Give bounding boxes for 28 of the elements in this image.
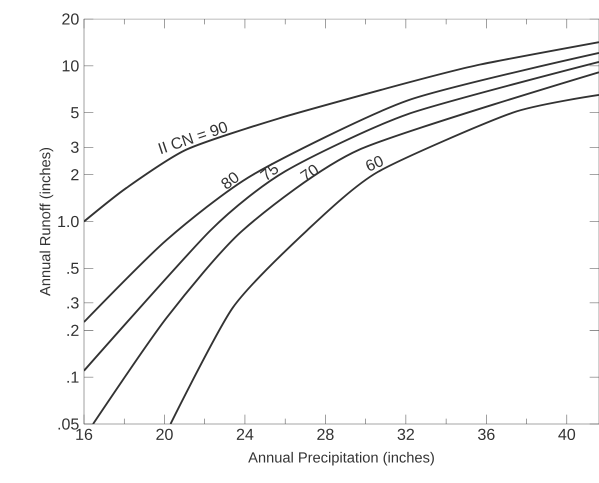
- x-tick-label: 20: [156, 428, 173, 440]
- y-tick-label: 2: [71, 169, 78, 180]
- y-tick-label: 5: [71, 107, 79, 118]
- text: 80: [221, 172, 238, 189]
- x-tick-label: 28: [317, 428, 334, 440]
- x-axis-title: Annual Precipitation (inches): [248, 452, 434, 466]
- line-series: [170, 94, 599, 424]
- x-tick-label: 24: [236, 428, 254, 440]
- y-tick-label: .3: [67, 297, 79, 309]
- line-series: [84, 52, 599, 323]
- line-series: [92, 71, 599, 424]
- x-tick-label: 36: [478, 428, 495, 440]
- y-tick-label: 1.0: [58, 216, 79, 228]
- y-axis-title: Annual Runoff (inches): [40, 148, 54, 296]
- line-series: [84, 41, 599, 222]
- line-series: [84, 60, 599, 372]
- text: 60: [366, 156, 383, 171]
- y-tick-label: .1: [67, 372, 79, 383]
- text: II CN = 90: [158, 122, 228, 154]
- y-tick-label: 3: [71, 142, 79, 153]
- y-tick-label: 10: [62, 60, 79, 72]
- x-tick-label: 16: [76, 428, 92, 440]
- x-tick-label: 40: [558, 428, 576, 440]
- y-tick-label: 20: [62, 13, 79, 25]
- x-tick-label: 32: [398, 428, 414, 440]
- y-tick-label: .2: [67, 324, 78, 336]
- y-tick-label: .05: [58, 418, 79, 430]
- y-tick-label: .5: [67, 262, 79, 274]
